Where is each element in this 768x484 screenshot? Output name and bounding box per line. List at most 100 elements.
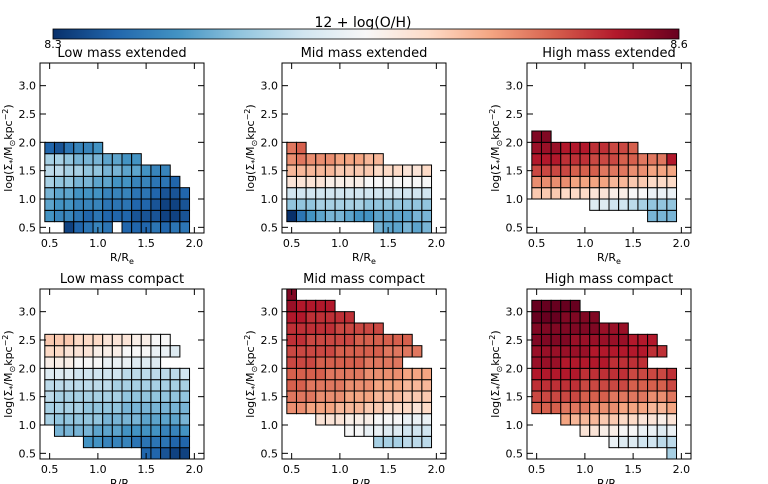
heatmap-cell [598,424,610,437]
heatmap-cell [627,153,639,166]
heatmap-cell [579,379,591,392]
heatmap-cell [569,175,581,189]
heatmap-cell [169,424,181,437]
panel-title: High mass extended [542,46,676,61]
panel-title: Low mass compact [60,272,184,287]
heatmap-cell [73,141,84,155]
heatmap-cell [160,435,171,449]
heatmap-cell [63,367,75,381]
heatmap-cell [315,209,326,223]
heatmap-cell [392,356,404,369]
heatmap-cell [637,356,649,369]
heatmap-cell [169,221,181,233]
heatmap-cell [392,175,404,189]
x-axis-label: R/Re [597,251,621,266]
heatmap-cell [579,141,591,155]
heatmap-cell [63,356,75,369]
heatmap-cell [160,401,171,415]
heatmap-cell [324,390,336,403]
heatmap-cell [598,175,610,189]
heatmap-cell [53,333,65,347]
heatmap-cell [579,413,591,426]
y-tick-label: 1.0 [19,419,37,432]
heatmap-cell [140,424,152,437]
heatmap-cell [53,141,65,155]
heatmap-cell [618,141,629,155]
heatmap-cell [373,175,384,189]
heatmap-cell [579,401,591,415]
heatmap-cell [305,345,317,358]
heatmap-cell [344,345,355,358]
heatmap-cell [286,198,297,211]
heatmap-cell [169,187,181,200]
heatmap-cell [363,198,375,211]
y-tick-label: 0.5 [506,447,524,460]
heatmap-cell [579,390,591,403]
heatmap-cell [334,413,346,426]
heatmap-cell [169,435,181,449]
heatmap-cell [618,379,629,392]
heatmap-cell [589,311,600,324]
heatmap-cell [637,175,649,189]
heatmap-cell [353,198,365,211]
heatmap-cell [111,345,123,358]
heatmap-cell [140,333,152,347]
heatmap-cell [121,390,133,403]
heatmap-cell [344,401,355,415]
heatmap-cell [44,141,55,155]
heatmap-cell [286,322,297,335]
heatmap-cell [324,164,336,177]
heatmap-cell [295,390,307,403]
heatmap-cell [569,401,581,415]
heatmap-cell [344,209,355,223]
heatmap-cell [324,175,336,189]
heatmap-cell [150,367,162,381]
heatmap-cell [334,175,346,189]
heatmap-cell [627,187,639,200]
heatmap-cell [82,221,94,233]
heatmap-cell [131,356,142,369]
y-tick-label: 3.0 [261,80,279,93]
heatmap-cell [589,333,600,347]
heatmap-cell [373,198,384,211]
heatmap-cell [411,187,423,200]
heatmap-cell [160,447,171,459]
heatmap-cell [44,345,55,358]
heatmap-cell [140,401,152,415]
x-tick-label: 2.0 [673,463,691,476]
heatmap-cell [531,164,542,177]
heatmap-cell [373,379,384,392]
heatmap-cell [560,401,571,415]
heatmap-cell [179,435,191,449]
heatmap-cell [140,435,152,449]
heatmap-cell [637,424,649,437]
heatmap-cell [656,198,668,211]
heatmap-cell [531,345,542,358]
heatmap-cell [560,367,571,381]
heatmap-cell [102,435,113,449]
heatmap-cell [286,164,297,177]
heatmap-cell [305,311,317,324]
plot-frame [526,288,692,460]
panel-title: High mass compact [545,272,674,287]
heatmap-cell [344,390,355,403]
heatmap-cell [550,187,562,200]
heatmap-cell [334,379,346,392]
heatmap-cell [44,367,55,381]
heatmap-cell [131,153,142,166]
heatmap-cell [666,379,678,392]
heatmap-cell [295,187,307,200]
y-tick-label: 2.0 [19,362,37,375]
heatmap-cell [560,356,571,369]
heatmap-cell [373,333,384,347]
heatmap-cell [73,153,84,166]
heatmap-cell [131,401,142,415]
heatmap-cell [305,153,317,166]
heatmap-cell [540,130,552,143]
heatmap-cell [160,333,171,347]
heatmap-cell [150,447,162,459]
heatmap-cell [305,198,317,211]
heatmap-cell [402,367,413,381]
heatmap-cell [666,367,678,381]
heatmap-cell [569,356,581,369]
